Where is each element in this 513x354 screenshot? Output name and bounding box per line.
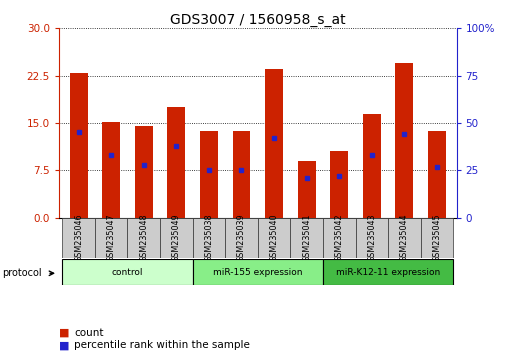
Bar [167, 107, 185, 218]
Bar [356, 218, 388, 258]
Bar [225, 218, 258, 258]
Text: ■: ■ [59, 340, 69, 350]
Bar [290, 218, 323, 258]
Bar [298, 161, 315, 218]
Text: GSM235045: GSM235045 [432, 214, 442, 262]
Bar [192, 259, 323, 285]
Text: GSM235039: GSM235039 [237, 214, 246, 262]
Bar [160, 218, 192, 258]
Text: control: control [112, 268, 143, 277]
Text: GSM235047: GSM235047 [107, 214, 115, 262]
Bar [200, 131, 218, 218]
Bar [62, 259, 192, 285]
Text: GSM235044: GSM235044 [400, 214, 409, 262]
Bar [258, 218, 290, 258]
Bar [102, 122, 120, 218]
Bar [95, 218, 127, 258]
Bar [265, 69, 283, 218]
Text: GSM235049: GSM235049 [172, 214, 181, 262]
Bar [232, 131, 250, 218]
Bar [62, 218, 95, 258]
Bar [323, 218, 356, 258]
Text: GSM235042: GSM235042 [335, 214, 344, 262]
Bar [135, 126, 153, 218]
Text: ■: ■ [59, 328, 69, 338]
Text: GSM235041: GSM235041 [302, 214, 311, 262]
Bar [192, 218, 225, 258]
Text: GSM235043: GSM235043 [367, 214, 377, 262]
Bar [396, 63, 413, 218]
Bar [330, 152, 348, 218]
Title: GDS3007 / 1560958_s_at: GDS3007 / 1560958_s_at [170, 13, 346, 27]
Text: percentile rank within the sample: percentile rank within the sample [74, 340, 250, 350]
Text: miR-K12-11 expression: miR-K12-11 expression [336, 268, 440, 277]
Bar [363, 114, 381, 218]
Bar [428, 131, 446, 218]
Bar [70, 73, 88, 218]
Bar [127, 218, 160, 258]
Text: GSM235048: GSM235048 [139, 214, 148, 262]
Text: GSM235038: GSM235038 [204, 214, 213, 262]
Bar [323, 259, 453, 285]
Bar [421, 218, 453, 258]
Text: count: count [74, 328, 104, 338]
Text: GSM235046: GSM235046 [74, 214, 83, 262]
Bar [388, 218, 421, 258]
Text: protocol: protocol [3, 268, 42, 278]
Text: miR-155 expression: miR-155 expression [213, 268, 303, 277]
Text: GSM235040: GSM235040 [269, 214, 279, 262]
